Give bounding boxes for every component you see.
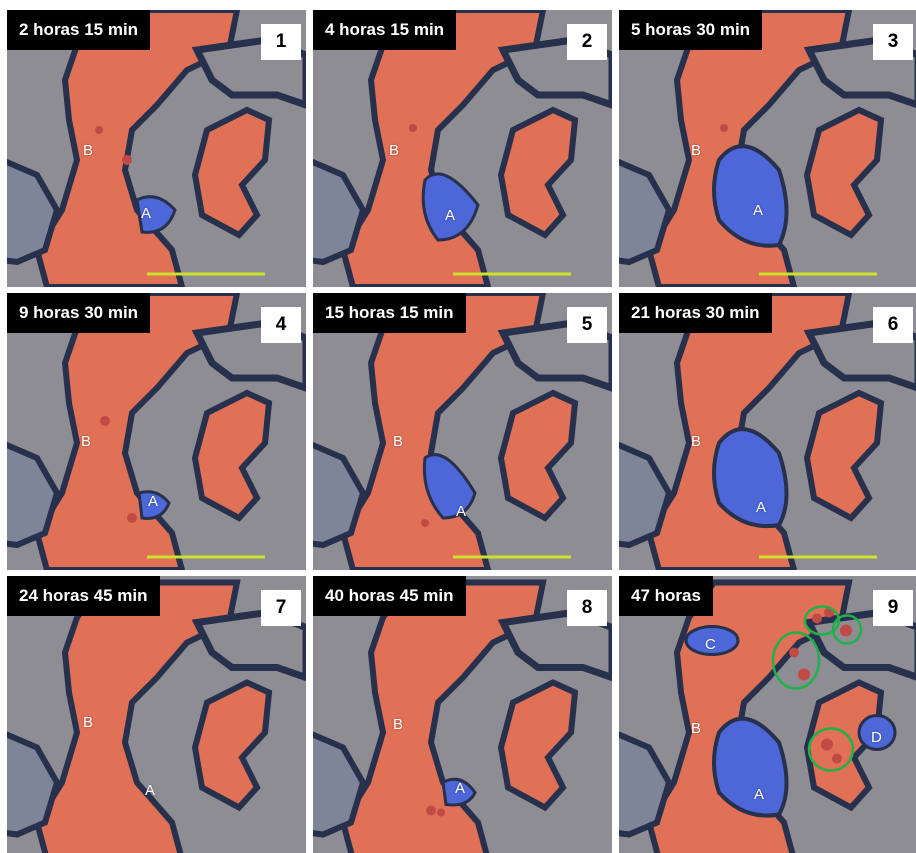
time-label: 24 horas 45 min (7, 576, 160, 616)
micrograph-image (619, 10, 916, 287)
region-label-a: A (145, 782, 155, 799)
panel-number: 7 (261, 590, 301, 626)
time-label: 2 horas 15 min (7, 10, 150, 50)
region-label-d: D (871, 729, 882, 746)
time-label: 5 horas 30 min (619, 10, 762, 50)
micrograph-grid: 2 horas 15 min 1 B A 4 horas 15 min 2 B … (7, 10, 910, 840)
panel-number: 8 (567, 590, 607, 626)
micrograph-image (619, 293, 916, 570)
region-label-b: B (393, 716, 403, 733)
panel-1: 2 horas 15 min 1 B A (7, 10, 306, 287)
region-label-b: B (389, 142, 399, 159)
region-label-a: A (456, 503, 466, 520)
region-label-a: A (141, 205, 151, 222)
time-label: 15 horas 15 min (313, 293, 466, 333)
region-label-a: A (445, 207, 455, 224)
region-label-a: A (753, 202, 763, 219)
region-label-b: B (83, 714, 93, 731)
panel-3: 5 horas 30 min 3 B A (619, 10, 916, 287)
region-label-a: A (148, 493, 158, 510)
region-label-a: A (756, 499, 766, 516)
panel-number: 4 (261, 307, 301, 343)
time-label: 9 horas 30 min (7, 293, 150, 333)
panel-6: 21 horas 30 min 6 B A (619, 293, 916, 570)
region-label-b: B (83, 142, 93, 159)
panel-9: 47 horas 9 C B D A (619, 576, 916, 853)
time-label: 4 horas 15 min (313, 10, 456, 50)
panel-8: 40 horas 45 min 8 B A (313, 576, 612, 853)
region-label-b: B (691, 720, 701, 737)
time-label: 47 horas (619, 576, 713, 616)
region-label-a: A (455, 780, 465, 797)
region-label-b: B (691, 142, 701, 159)
region-label-b: B (81, 433, 91, 450)
panel-5: 15 horas 15 min 5 B A (313, 293, 612, 570)
panel-number: 6 (873, 307, 913, 343)
region-label-a: A (754, 786, 764, 803)
panel-number: 3 (873, 24, 913, 60)
region-label-b: B (393, 433, 403, 450)
panel-number: 2 (567, 24, 607, 60)
panel-7: 24 horas 45 min 7 B A (7, 576, 306, 853)
panel-2: 4 horas 15 min 2 B A (313, 10, 612, 287)
time-label: 40 horas 45 min (313, 576, 466, 616)
time-label: 21 horas 30 min (619, 293, 772, 333)
panel-number: 1 (261, 24, 301, 60)
region-label-c: C (705, 636, 716, 653)
panel-number: 5 (567, 307, 607, 343)
panel-4: 9 horas 30 min 4 B A (7, 293, 306, 570)
panel-number: 9 (873, 590, 913, 626)
region-label-b: B (691, 433, 701, 450)
micrograph-image (619, 576, 916, 853)
